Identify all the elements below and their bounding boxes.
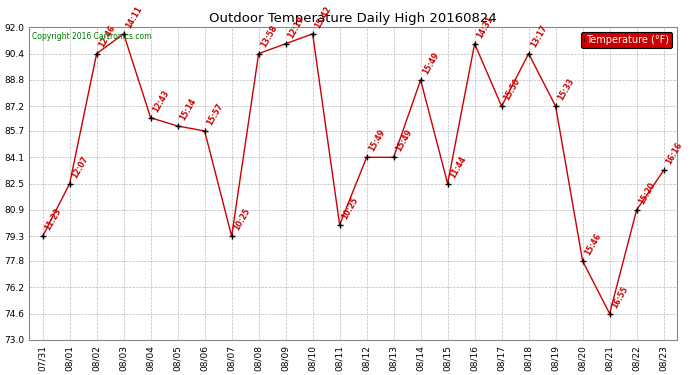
Text: 15:33: 15:33 — [555, 77, 575, 102]
Text: 15:49: 15:49 — [366, 128, 386, 153]
Text: 15:57: 15:57 — [205, 102, 224, 127]
Text: 14:31: 14:31 — [475, 14, 495, 40]
Text: 11:23: 11:23 — [43, 207, 63, 232]
Text: 15:42: 15:42 — [313, 4, 333, 30]
Text: 15:49: 15:49 — [393, 128, 413, 153]
Text: 10:25: 10:25 — [339, 195, 359, 220]
Text: 15:14: 15:14 — [177, 97, 197, 122]
Text: 15:50: 15:50 — [502, 77, 522, 102]
Text: 15:20: 15:20 — [637, 180, 656, 206]
Text: 13:17: 13:17 — [529, 24, 549, 50]
Text: Copyright 2016 Cartronics.com: Copyright 2016 Cartronics.com — [32, 32, 152, 41]
Text: 14:11: 14:11 — [124, 4, 144, 30]
Text: 15:46: 15:46 — [582, 232, 602, 257]
Text: 15:49: 15:49 — [421, 51, 440, 76]
Text: 16:16: 16:16 — [664, 141, 684, 166]
Text: 12:07: 12:07 — [70, 154, 90, 180]
Text: 12:19: 12:19 — [286, 14, 306, 40]
Text: 12:43: 12:43 — [150, 88, 170, 114]
Text: 16:55: 16:55 — [610, 284, 629, 309]
Title: Outdoor Temperature Daily High 20160824: Outdoor Temperature Daily High 20160824 — [209, 12, 497, 25]
Text: 12:46: 12:46 — [97, 24, 117, 50]
Text: 11:44: 11:44 — [448, 154, 468, 180]
Text: 13:58: 13:58 — [259, 24, 279, 50]
Legend: Temperature (°F): Temperature (°F) — [582, 32, 672, 48]
Text: 10:25: 10:25 — [232, 207, 251, 232]
